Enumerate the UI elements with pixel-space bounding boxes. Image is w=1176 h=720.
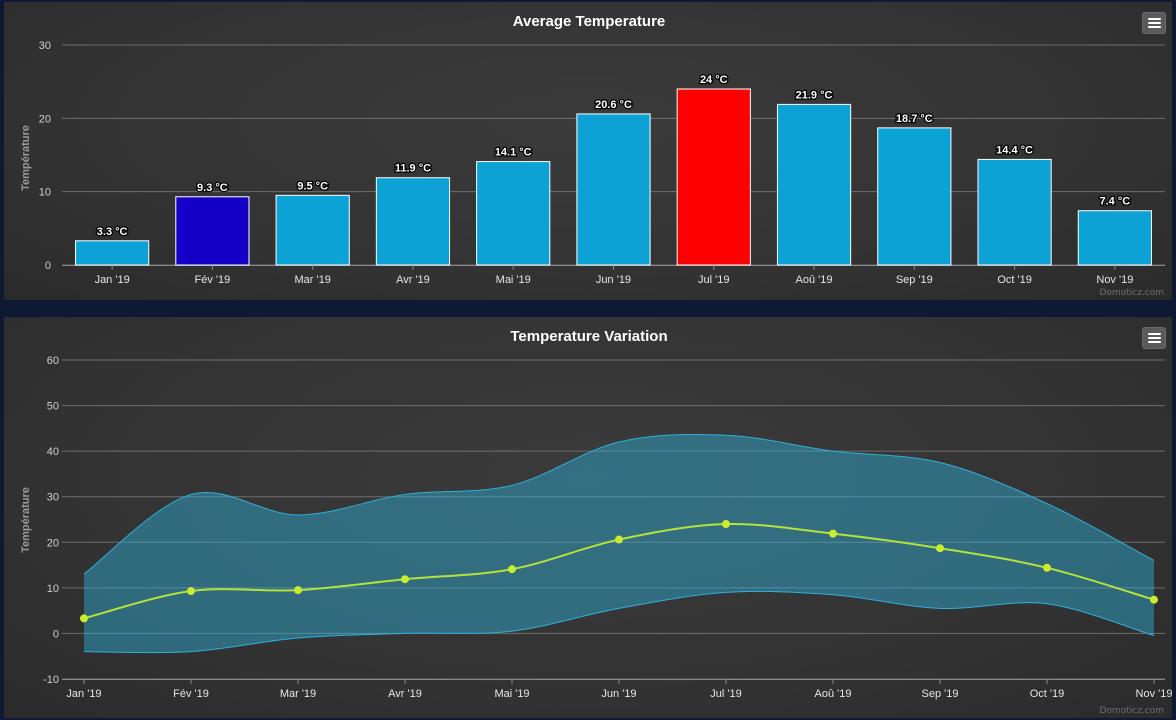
y-tick-label: 30 xyxy=(39,40,51,52)
max-temperature-line xyxy=(83,433,1155,575)
data-point[interactable] xyxy=(1150,595,1158,604)
x-tick-label: Avr '19 xyxy=(388,688,422,700)
data-label: 24 °C xyxy=(700,74,728,86)
y-tick-label: 60 xyxy=(47,355,59,367)
y-tick-label: 0 xyxy=(53,628,59,640)
data-point[interactable] xyxy=(936,544,944,553)
bar[interactable] xyxy=(576,113,651,266)
temperature-variation-chart-panel: Temperature Variation Température Jan '1… xyxy=(4,317,1172,718)
x-tick-label: Jul '19 xyxy=(698,274,729,286)
average-temperature-chart: Average Temperature Température 3.3 °C 9.… xyxy=(20,13,1165,286)
data-point[interactable] xyxy=(722,520,730,529)
data-point[interactable] xyxy=(829,529,837,538)
bar[interactable] xyxy=(476,161,551,266)
chart-menu-button[interactable] xyxy=(1142,12,1166,34)
bar[interactable] xyxy=(375,177,451,266)
y-tick-label: 40 xyxy=(47,446,59,458)
chart-title: Temperature Variation xyxy=(510,328,667,345)
temperature-variation-chart: Temperature Variation Température Jan '1… xyxy=(20,328,1172,700)
x-tick-label: Mai '19 xyxy=(496,274,531,286)
x-tick-label: Jan '19 xyxy=(95,274,130,286)
data-label: 9.3 °C xyxy=(197,182,228,194)
data-label: 14.4 °C xyxy=(996,144,1033,156)
y-tick-label: 20 xyxy=(39,113,51,125)
y-tick-label: 10 xyxy=(47,583,59,595)
y-tick-label: 0 xyxy=(45,260,51,272)
bar[interactable] xyxy=(275,194,350,266)
bar[interactable] xyxy=(1077,210,1152,266)
data-point[interactable] xyxy=(80,614,88,623)
data-point[interactable] xyxy=(1043,563,1051,572)
x-tick-label: Avr '19 xyxy=(396,274,430,286)
bar[interactable] xyxy=(776,103,852,266)
chart-title: Average Temperature xyxy=(513,13,666,30)
data-point[interactable] xyxy=(615,535,623,544)
x-tick-label: Aoû '19 xyxy=(796,274,833,286)
data-label: 14.1 °C xyxy=(495,147,532,159)
x-tick-label: Mar '19 xyxy=(295,274,331,286)
y-tick-label: 50 xyxy=(47,401,59,413)
data-label: 3.3 °C xyxy=(97,226,128,238)
credit-link[interactable]: Domoticz.com xyxy=(1099,288,1165,298)
min-temperature-line xyxy=(83,590,1155,654)
bar[interactable] xyxy=(877,127,952,266)
data-label: 21.9 °C xyxy=(796,89,833,101)
x-tick-label: Fév '19 xyxy=(173,688,209,700)
x-tick-label: Oct '19 xyxy=(997,274,1032,286)
chart-menu-button[interactable] xyxy=(1142,327,1166,349)
hamburger-menu-icon xyxy=(1148,333,1161,335)
data-point[interactable] xyxy=(294,586,302,595)
bar[interactable] xyxy=(977,158,1052,266)
data-label: 9.5 °C xyxy=(297,180,328,192)
x-tick-label: Fév '19 xyxy=(195,274,231,286)
x-tick-label: Jan '19 xyxy=(66,688,101,700)
y-tick-label: -10 xyxy=(43,674,59,686)
x-tick-label: Mai '19 xyxy=(494,688,529,700)
data-label: 11.9 °C xyxy=(395,163,431,175)
x-tick-label: Mar '19 xyxy=(280,688,316,700)
y-tick-label: 20 xyxy=(47,537,59,549)
x-tick-label: Oct '19 xyxy=(1030,688,1065,700)
data-point[interactable] xyxy=(187,587,195,596)
data-label: 7.4 °C xyxy=(1100,196,1131,208)
x-tick-label: Jun '19 xyxy=(596,274,631,286)
x-tick-label: Nov '19 xyxy=(1136,688,1172,700)
average-temperature-chart-panel: Average Temperature Température 3.3 °C 9.… xyxy=(4,2,1172,300)
y-axis-label: Température xyxy=(20,487,32,553)
data-point[interactable] xyxy=(508,565,516,574)
data-label: 18.7 °C xyxy=(896,113,933,125)
hamburger-menu-icon xyxy=(1148,18,1161,20)
data-label: 20.6 °C xyxy=(595,99,632,111)
x-tick-label: Aoû '19 xyxy=(815,688,852,700)
bar[interactable] xyxy=(676,88,751,266)
x-tick-label: Nov '19 xyxy=(1096,274,1133,286)
y-tick-label: 30 xyxy=(47,492,59,504)
credit-link[interactable]: Domoticz.com xyxy=(1099,706,1165,716)
x-tick-label: Sep '19 xyxy=(922,688,959,700)
x-tick-label: Sep '19 xyxy=(896,274,933,286)
y-tick-label: 10 xyxy=(39,187,51,199)
y-axis-label: Température xyxy=(20,125,32,191)
bar[interactable] xyxy=(75,240,150,266)
x-tick-label: Jul '19 xyxy=(710,688,741,700)
x-tick-label: Jun '19 xyxy=(601,688,636,700)
data-point[interactable] xyxy=(401,575,409,584)
bar[interactable] xyxy=(175,196,250,266)
